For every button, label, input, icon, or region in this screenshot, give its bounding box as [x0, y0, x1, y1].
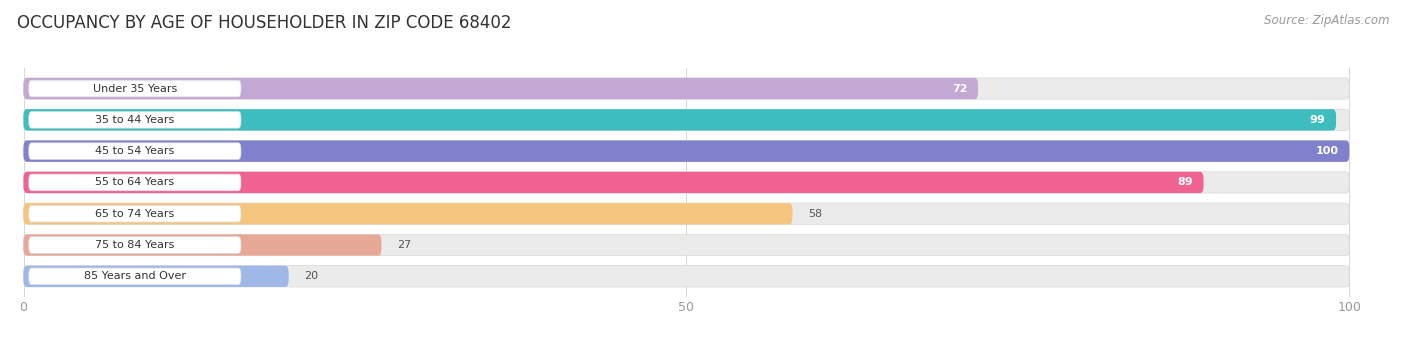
FancyBboxPatch shape: [24, 78, 1350, 99]
Text: 89: 89: [1177, 177, 1192, 188]
FancyBboxPatch shape: [24, 203, 793, 224]
Text: 27: 27: [398, 240, 412, 250]
Text: 45 to 54 Years: 45 to 54 Years: [96, 146, 174, 156]
FancyBboxPatch shape: [28, 174, 240, 191]
FancyBboxPatch shape: [24, 203, 1350, 224]
FancyBboxPatch shape: [24, 78, 979, 99]
Text: 20: 20: [305, 271, 319, 281]
Text: 100: 100: [1316, 146, 1339, 156]
FancyBboxPatch shape: [24, 140, 1350, 162]
Text: Source: ZipAtlas.com: Source: ZipAtlas.com: [1264, 14, 1389, 27]
Text: 85 Years and Over: 85 Years and Over: [84, 271, 186, 281]
FancyBboxPatch shape: [24, 172, 1350, 193]
FancyBboxPatch shape: [24, 172, 1204, 193]
FancyBboxPatch shape: [24, 109, 1350, 131]
Text: 58: 58: [808, 209, 823, 219]
Text: 75 to 84 Years: 75 to 84 Years: [96, 240, 174, 250]
FancyBboxPatch shape: [24, 234, 1350, 256]
Text: 55 to 64 Years: 55 to 64 Years: [96, 177, 174, 188]
Text: Under 35 Years: Under 35 Years: [93, 84, 177, 93]
FancyBboxPatch shape: [24, 109, 1336, 131]
Text: 35 to 44 Years: 35 to 44 Years: [96, 115, 174, 125]
FancyBboxPatch shape: [28, 80, 240, 97]
FancyBboxPatch shape: [28, 205, 240, 222]
Text: 99: 99: [1310, 115, 1326, 125]
FancyBboxPatch shape: [28, 143, 240, 160]
FancyBboxPatch shape: [24, 234, 381, 256]
Text: OCCUPANCY BY AGE OF HOUSEHOLDER IN ZIP CODE 68402: OCCUPANCY BY AGE OF HOUSEHOLDER IN ZIP C…: [17, 14, 512, 32]
Text: 65 to 74 Years: 65 to 74 Years: [96, 209, 174, 219]
FancyBboxPatch shape: [28, 237, 240, 253]
FancyBboxPatch shape: [24, 140, 1350, 162]
Text: 72: 72: [952, 84, 967, 93]
FancyBboxPatch shape: [24, 266, 1350, 287]
FancyBboxPatch shape: [24, 266, 288, 287]
FancyBboxPatch shape: [28, 268, 240, 285]
FancyBboxPatch shape: [28, 112, 240, 128]
